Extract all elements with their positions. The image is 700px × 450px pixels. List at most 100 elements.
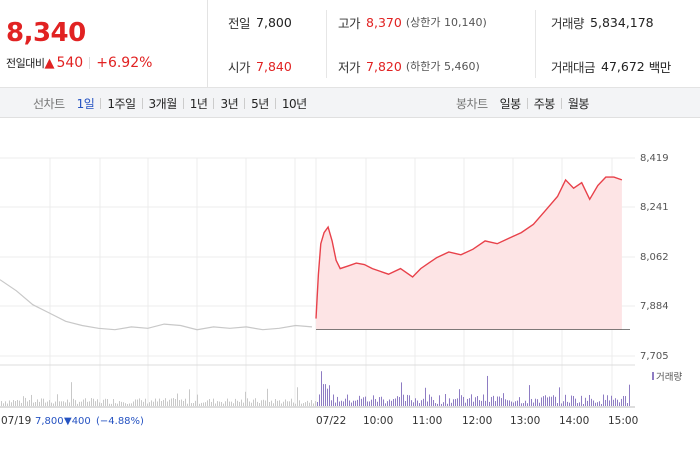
volume-bar xyxy=(145,398,146,406)
price-chart[interactable]: 8,419 8,241 8,062 7,884 7,705 거래량 07/19 … xyxy=(0,118,700,450)
volume-bar xyxy=(41,398,42,406)
volume-bar xyxy=(95,401,96,406)
volume-bar xyxy=(11,402,12,406)
time-tick: 13:00 xyxy=(510,415,540,427)
tab-monthly-candle[interactable]: 월봉 xyxy=(567,96,590,111)
tab-divider xyxy=(100,97,102,109)
volume-bar xyxy=(293,402,294,406)
volume-bar xyxy=(517,400,518,406)
volume-bar xyxy=(575,398,576,406)
volume-bar xyxy=(351,402,352,406)
volume-bar xyxy=(165,398,166,406)
volume-bar xyxy=(147,403,148,406)
volume-bar xyxy=(595,402,596,406)
volume-bar xyxy=(453,399,454,406)
volume-bar xyxy=(275,399,276,406)
tab-1year[interactable]: 1년 xyxy=(189,96,208,111)
volume-bar xyxy=(197,394,198,406)
price-tick: 8,419 xyxy=(640,153,669,164)
volume-bar xyxy=(289,401,290,406)
volume-bar xyxy=(45,402,46,406)
tab-10years[interactable]: 10년 xyxy=(281,96,307,111)
volume-bar xyxy=(231,401,232,406)
volume-bar xyxy=(437,403,438,406)
volume-bar xyxy=(465,402,466,406)
volume-bar xyxy=(565,394,566,406)
volume-bar xyxy=(75,400,76,406)
volume-bar xyxy=(219,401,220,406)
volume-bar xyxy=(425,387,426,406)
volume-bar xyxy=(445,394,446,406)
volume-bar xyxy=(189,389,190,406)
tab-5years[interactable]: 5년 xyxy=(251,96,269,111)
volume-bar xyxy=(591,398,592,406)
volume-bar xyxy=(355,400,356,406)
volume-bar xyxy=(373,395,374,406)
volume-bar xyxy=(423,398,424,406)
stat-label: 시가 xyxy=(228,59,251,75)
volume-bar xyxy=(407,394,408,406)
volume-bar xyxy=(619,402,620,406)
volume-bar xyxy=(321,371,322,406)
tab-3months[interactable]: 3개월 xyxy=(148,96,178,111)
volume-bar xyxy=(521,403,522,406)
tab-divider xyxy=(182,97,184,109)
volume-bar xyxy=(85,398,86,406)
volume-bar xyxy=(319,394,320,406)
volume-bar xyxy=(81,401,82,406)
stat-label: 저가 xyxy=(338,59,361,75)
volume-bar xyxy=(25,397,26,406)
volume-bar xyxy=(111,403,112,406)
tab-1week[interactable]: 1주일 xyxy=(107,96,136,111)
tab-3years[interactable]: 3년 xyxy=(220,96,239,111)
volume-bar xyxy=(39,401,40,406)
volume-bar xyxy=(19,400,20,406)
price-tick: 7,705 xyxy=(640,351,669,362)
stat-prev-close: 전일 7,800 xyxy=(228,0,292,44)
volume-bar xyxy=(543,396,544,406)
volume-bar xyxy=(1,401,2,406)
volume-bar xyxy=(65,402,66,406)
volume-bar xyxy=(393,399,394,406)
volume-bar xyxy=(299,400,300,406)
stat-unit: 백만 xyxy=(648,59,672,75)
tab-daily-candle[interactable]: 일봉 xyxy=(499,96,522,111)
tab-1day[interactable]: 1일 xyxy=(76,96,95,111)
volume-bar xyxy=(253,399,254,406)
volume-bar xyxy=(143,401,144,406)
volume-bar xyxy=(353,400,354,406)
time-tick: 12:00 xyxy=(462,415,492,427)
volume-bar xyxy=(395,398,396,406)
volume-bar xyxy=(119,401,120,406)
volume-bar xyxy=(415,398,416,406)
prev-day-info: 7,800 ▼400 (−4.88%) xyxy=(35,416,144,427)
volume-bar xyxy=(429,394,430,406)
volume-bar xyxy=(61,401,62,406)
volume-bar xyxy=(567,401,568,406)
volume-bar xyxy=(615,398,616,406)
volume-bar xyxy=(481,400,482,406)
volume-bar xyxy=(117,403,118,406)
line-chart-tabs: 선차트 1일 1주일 3개월 1년 3년 5년 10년 xyxy=(33,88,307,118)
stat-high: 고가 8,370 (상한가 10,140) xyxy=(338,0,487,44)
volume-bar xyxy=(571,395,572,406)
volume-bar xyxy=(247,398,248,406)
volume-bar xyxy=(599,401,600,406)
time-tick: 10:00 xyxy=(363,415,393,427)
volume-bar xyxy=(469,398,470,406)
tab-weekly-candle[interactable]: 주봉 xyxy=(533,96,556,111)
volume-bar xyxy=(485,400,486,406)
volume-bar xyxy=(191,403,192,406)
volume-bar xyxy=(477,396,478,406)
volume-bar xyxy=(171,398,172,406)
volume-bar xyxy=(155,398,156,406)
volume-bar xyxy=(311,400,312,406)
volume-bar xyxy=(583,403,584,406)
stat-label: 전일 xyxy=(228,15,251,31)
volume-bar xyxy=(563,401,564,406)
volume-bar xyxy=(549,396,550,406)
volume-bar xyxy=(133,401,134,406)
volume-bar xyxy=(317,401,318,406)
volume-bar xyxy=(523,403,524,406)
volume-bar xyxy=(113,399,114,406)
